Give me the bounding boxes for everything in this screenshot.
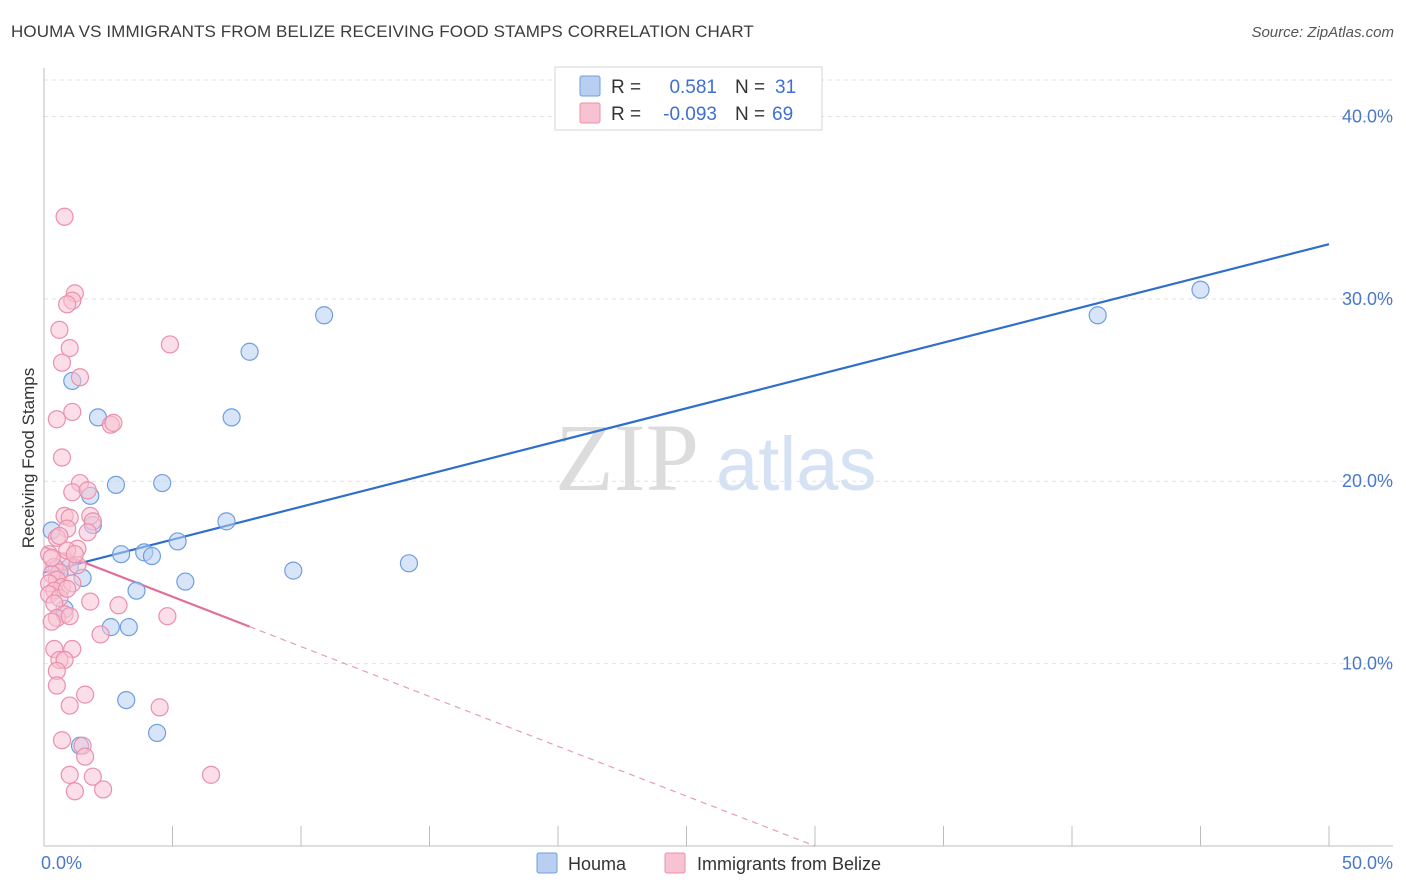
legend-r-label-belize: R = <box>611 104 641 125</box>
point-houma-11 <box>106 475 126 494</box>
legend-swatch-houma <box>579 75 601 97</box>
point-belize-63 <box>42 548 61 567</box>
point-houma-29 <box>1191 280 1210 299</box>
point-houma-22 <box>217 512 236 531</box>
point-belize-43 <box>158 607 177 626</box>
point-houma-16 <box>142 546 162 566</box>
point-houma-28 <box>1088 306 1107 325</box>
point-belize-41 <box>81 592 100 611</box>
series-legend-label-belize: Immigrants from Belize <box>697 854 881 874</box>
y-tick-label-2: 30.0% <box>1342 289 1393 309</box>
point-belize-6 <box>52 353 72 372</box>
point-belize-61 <box>94 780 113 799</box>
gridlines <box>44 79 1393 665</box>
point-belize-4 <box>50 320 69 339</box>
point-houma-24 <box>240 342 259 361</box>
point-belize-52 <box>60 696 79 715</box>
point-houma-12 <box>111 545 131 564</box>
chart-source: Source: ZipAtlas.com <box>1251 24 1394 41</box>
series-legend-label-houma: Houma <box>568 854 627 874</box>
watermark-zip: ZIP <box>555 404 699 511</box>
point-belize-59 <box>201 765 221 784</box>
trend-line-extension-belize <box>249 626 816 847</box>
y-tick-label-1: 20.0% <box>1342 471 1393 491</box>
point-houma-14 <box>127 581 146 600</box>
point-belize-9 <box>47 410 66 429</box>
point-belize-7 <box>70 368 90 387</box>
trend-line-houma <box>43 243 1330 574</box>
data-points <box>40 207 1210 801</box>
point-belize-58 <box>83 767 102 786</box>
series-legend-swatch-houma <box>536 852 558 874</box>
x-tick-label-1: 50.0% <box>1342 853 1393 873</box>
point-belize-42 <box>109 596 128 615</box>
chart-title: HOUMA VS IMMIGRANTS FROM BELIZE RECEIVIN… <box>11 22 754 41</box>
watermark-atlas: atlas <box>716 422 877 507</box>
series-legend: Houma Immigrants from Belize <box>536 852 881 874</box>
legend-r-value-houma: 0.581 <box>669 77 717 98</box>
point-belize-39 <box>42 612 61 631</box>
x-tick-label-0: 0.0% <box>41 853 82 873</box>
point-houma-18 <box>168 532 187 551</box>
point-belize-57 <box>60 765 79 784</box>
point-houma-19 <box>176 572 195 591</box>
legend-r-label-houma: R = <box>611 77 641 98</box>
axes <box>43 68 1393 847</box>
point-houma-26 <box>315 306 334 325</box>
stats-legend: R = 0.581 N = 31 R = -0.093 N = 69 <box>554 66 823 131</box>
y-tick-label-3: 40.0% <box>1342 106 1393 126</box>
point-belize-68 <box>65 545 84 564</box>
tick-labels: 10.0% 20.0% 30.0% 40.0% 0.0% 50.0% <box>41 106 1393 873</box>
watermark: ZIP atlas <box>555 404 877 511</box>
point-belize-60 <box>65 782 84 801</box>
point-houma-17 <box>153 473 172 493</box>
point-belize-11 <box>104 413 123 432</box>
point-belize-15 <box>78 481 97 500</box>
y-tick-label-0: 10.0% <box>1342 654 1393 674</box>
point-belize-50 <box>47 676 66 695</box>
point-houma-27 <box>399 554 419 573</box>
point-belize-12 <box>52 448 72 467</box>
point-houma-23 <box>222 408 241 427</box>
point-belize-51 <box>76 685 95 704</box>
point-belize-21 <box>78 523 97 542</box>
point-belize-62 <box>160 335 180 354</box>
point-belize-0 <box>55 207 74 226</box>
point-houma-25 <box>284 561 303 580</box>
legend-n-value-belize: 69 <box>772 104 793 125</box>
legend-n-value-houma: 31 <box>775 77 796 98</box>
point-belize-53 <box>150 698 169 717</box>
point-houma-20 <box>117 690 136 710</box>
point-houma-21 <box>147 723 167 743</box>
legend-swatch-belize <box>579 102 601 124</box>
point-belize-14 <box>63 483 82 502</box>
point-belize-65 <box>50 526 69 546</box>
point-belize-67 <box>58 579 77 598</box>
y-axis-title: Receiving Food Stamps <box>19 368 38 548</box>
point-belize-3 <box>58 295 77 314</box>
point-belize-56 <box>76 747 95 766</box>
series-legend-swatch-belize <box>664 852 686 874</box>
legend-n-label-belize: N = <box>735 104 765 125</box>
point-belize-54 <box>52 731 72 750</box>
point-houma-13 <box>119 618 138 637</box>
legend-n-label-houma: N = <box>735 77 765 98</box>
legend-r-value-belize: -0.093 <box>663 104 717 125</box>
point-belize-5 <box>60 339 79 358</box>
trend-lines <box>43 243 1330 847</box>
point-belize-8 <box>63 402 82 422</box>
point-belize-44 <box>91 625 110 644</box>
point-belize-40 <box>60 607 79 626</box>
